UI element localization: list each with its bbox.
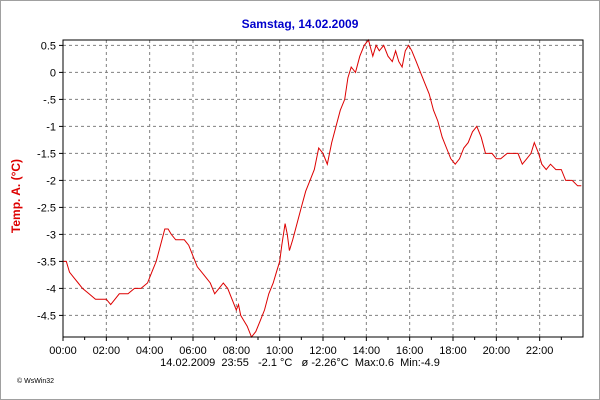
y-tick-label: -1: [46, 121, 56, 133]
y-tick-label: -4: [46, 283, 56, 295]
y-tick-label: -3: [46, 229, 56, 241]
x-tick-label: 04:00: [136, 345, 164, 357]
watermark: © WsWin32: [17, 378, 55, 385]
x-tick-labels: 00:00 02:00 04:00 06:00 08:00 10:00 12:00 14:00…: [49, 345, 553, 357]
series-line-temperature: [63, 38, 582, 338]
x-tick-label: 02:00: [93, 345, 121, 357]
footer-summary: 14.02.2009 23:55 -2.1 °C ø -2.26°C Max:0…: [160, 357, 440, 369]
y-tick-label: -2.5: [37, 202, 56, 214]
x-tick-label: 06:00: [179, 345, 207, 357]
y-tick-label: -2: [46, 175, 56, 187]
y-tick-label: -.5: [43, 94, 56, 106]
chart-title: Samstag, 14.02.2009: [241, 17, 359, 31]
x-tick-label: 10:00: [266, 345, 294, 357]
y-tick-label: 0: [50, 67, 56, 79]
y-tick-label: -4.5: [37, 310, 56, 322]
x-tick-label: 14:00: [353, 345, 381, 357]
x-tick-label: 00:00: [49, 345, 77, 357]
x-tick-label: 18:00: [439, 345, 467, 357]
x-tick-label: 12:00: [309, 345, 337, 357]
x-tick-label: 08:00: [223, 345, 251, 357]
y-tick-labels: 0.5 0 -.5 -1 -1.5 -2 -2.5 -3 -3.5 -4 -4.5: [37, 40, 56, 322]
x-tick-label: 16:00: [396, 345, 424, 357]
x-tick-label: 20:00: [483, 345, 511, 357]
y-tick-label: -3.5: [37, 256, 56, 268]
y-tick-label: 0.5: [41, 40, 56, 52]
plot-frame: [62, 39, 584, 338]
chart-grid: [59, 40, 583, 341]
x-tick-label: 22:00: [526, 345, 554, 357]
y-tick-label: -1.5: [37, 148, 56, 160]
